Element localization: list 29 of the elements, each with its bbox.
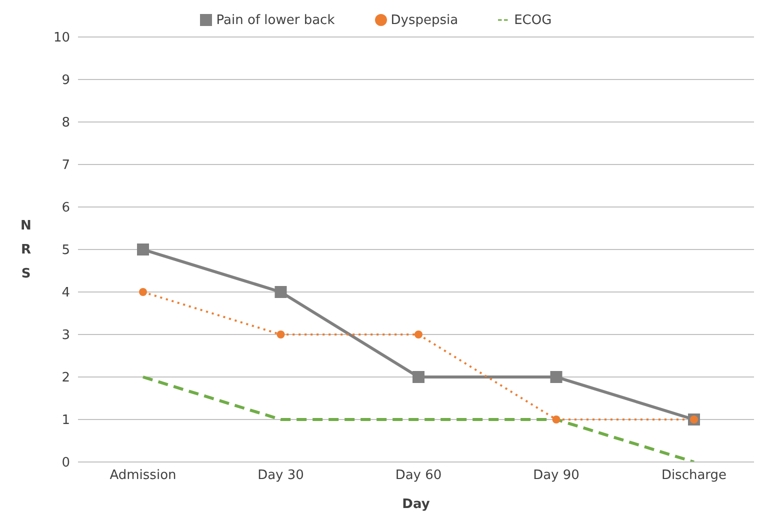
y-tick-label: 2 <box>62 370 70 386</box>
point <box>276 330 285 338</box>
y-tick-label: 6 <box>62 200 70 216</box>
x-tick-label: Day 90 <box>533 468 580 484</box>
point <box>274 286 287 298</box>
point <box>414 330 422 338</box>
y-tick-label: 7 <box>62 158 70 174</box>
y-axis-title: NRS <box>20 218 32 282</box>
y-tick-label: 5 <box>62 243 70 258</box>
x-axis-title: Day <box>402 497 430 512</box>
point <box>550 371 562 383</box>
point <box>412 371 424 383</box>
point <box>552 416 560 424</box>
y-tick-label: 9 <box>62 73 70 88</box>
y-tick-label: 8 <box>62 116 70 131</box>
x-tick-label: Day 30 <box>258 468 304 484</box>
y-tick-label: 10 <box>53 30 70 46</box>
y-tick-label: 3 <box>62 328 70 344</box>
legend-label: ECOG <box>514 13 552 28</box>
x-tick-label: Discharge <box>661 468 727 484</box>
y-tick-label: 4 <box>62 286 70 301</box>
x-tick-label: Admission <box>110 468 176 484</box>
y-tick-label: 0 <box>62 456 70 471</box>
x-tick-label: Day 60 <box>395 468 442 484</box>
legend-label: Dyspepsia <box>390 13 458 28</box>
y-tick-label: 1 <box>62 413 70 428</box>
point <box>137 244 149 256</box>
legend-label: Pain of lower back <box>216 13 335 28</box>
point <box>139 288 147 296</box>
